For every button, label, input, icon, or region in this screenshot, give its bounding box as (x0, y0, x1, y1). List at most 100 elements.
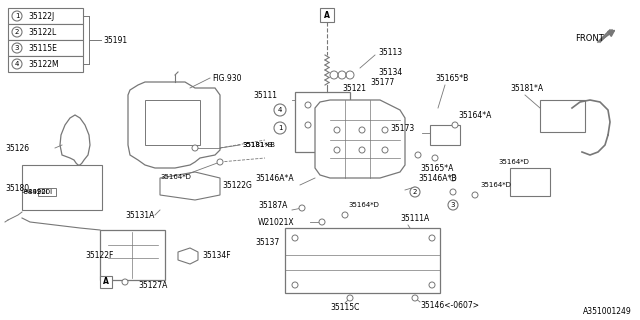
Circle shape (299, 205, 305, 211)
Text: 35180: 35180 (5, 183, 29, 193)
Circle shape (429, 235, 435, 241)
Circle shape (359, 147, 365, 153)
Circle shape (342, 212, 348, 218)
Circle shape (347, 295, 353, 301)
Text: 35181*A: 35181*A (510, 84, 543, 92)
Bar (22, 165, 102, 210)
Text: A: A (103, 277, 109, 286)
Circle shape (382, 147, 388, 153)
Text: 1: 1 (278, 125, 282, 131)
Text: 35122L: 35122L (28, 28, 56, 36)
Text: 35131A: 35131A (125, 211, 154, 220)
Text: 35134F: 35134F (202, 252, 230, 260)
Text: 3: 3 (451, 202, 455, 208)
Circle shape (432, 155, 438, 161)
Bar (145, 100, 200, 145)
Text: 35164*A: 35164*A (458, 110, 492, 119)
Circle shape (12, 11, 22, 21)
Text: 35115C: 35115C (330, 303, 360, 313)
Text: 4: 4 (15, 61, 19, 67)
Bar (295, 92, 350, 152)
Circle shape (274, 104, 286, 116)
Text: 35165*B: 35165*B (435, 74, 468, 83)
Text: 2: 2 (15, 29, 19, 35)
Text: 35111: 35111 (253, 91, 277, 100)
Text: 35146A*A: 35146A*A (255, 173, 294, 182)
Circle shape (334, 147, 340, 153)
Text: 35122J: 35122J (28, 12, 54, 20)
Text: 35126: 35126 (5, 143, 29, 153)
Text: 2: 2 (413, 189, 417, 195)
Bar (8, 24, 83, 40)
Text: 35111A: 35111A (400, 213, 429, 222)
Text: 35122M: 35122M (28, 60, 59, 68)
Text: 35164*D: 35164*D (498, 159, 529, 165)
Text: W21021X: W21021X (258, 218, 294, 227)
Text: 35177: 35177 (370, 77, 394, 86)
Text: 35164*D: 35164*D (348, 202, 379, 208)
Circle shape (472, 192, 478, 198)
Bar (510, 168, 550, 196)
Circle shape (292, 235, 298, 241)
Circle shape (274, 122, 286, 134)
Text: A: A (324, 11, 330, 20)
Circle shape (429, 282, 435, 288)
Text: FRONT: FRONT (575, 34, 604, 43)
Text: 35165*A: 35165*A (420, 164, 453, 172)
Circle shape (415, 152, 421, 158)
Circle shape (305, 122, 311, 128)
Bar (38, 188, 56, 196)
Text: 35146<-0607>: 35146<-0607> (420, 300, 479, 309)
Circle shape (122, 279, 128, 285)
Text: 35146A*B: 35146A*B (418, 173, 456, 182)
Text: A351001249: A351001249 (583, 308, 632, 316)
Text: 35181*B: 35181*B (242, 142, 273, 148)
Circle shape (382, 127, 388, 133)
Text: 35137: 35137 (255, 237, 279, 246)
Bar (285, 228, 440, 293)
Text: 35134: 35134 (378, 68, 403, 76)
Circle shape (448, 200, 458, 210)
Circle shape (410, 187, 420, 197)
Text: 35122G: 35122G (222, 180, 252, 189)
Text: 4: 4 (278, 107, 282, 113)
Text: 35187A: 35187A (258, 201, 287, 210)
Circle shape (412, 295, 418, 301)
Circle shape (217, 159, 223, 165)
Circle shape (452, 122, 458, 128)
Circle shape (450, 189, 456, 195)
Text: 35127A: 35127A (138, 281, 168, 290)
Circle shape (305, 102, 311, 108)
Text: 35181×B: 35181×B (242, 142, 275, 148)
Circle shape (12, 43, 22, 53)
Bar (8, 40, 83, 56)
Text: 1: 1 (15, 13, 19, 19)
Text: 35122F: 35122F (85, 251, 113, 260)
Circle shape (292, 282, 298, 288)
Bar (100, 276, 112, 288)
Circle shape (192, 145, 198, 151)
Text: −84920I: −84920I (22, 189, 52, 195)
Bar (8, 8, 83, 24)
Text: 35115E: 35115E (28, 44, 57, 52)
Bar (320, 8, 334, 22)
Polygon shape (315, 100, 405, 178)
Circle shape (319, 219, 325, 225)
Text: 35164*D: 35164*D (480, 182, 511, 188)
Bar (8, 56, 83, 72)
Text: 35164*D: 35164*D (160, 174, 191, 180)
Text: 35121: 35121 (342, 84, 366, 92)
Text: FIG.930: FIG.930 (212, 74, 241, 83)
Text: -84920I: -84920I (22, 189, 49, 195)
Circle shape (334, 127, 340, 133)
Text: 35191: 35191 (103, 36, 127, 44)
Bar (540, 100, 585, 132)
Bar (100, 230, 165, 280)
Text: 3: 3 (15, 45, 19, 51)
Circle shape (450, 175, 456, 181)
Text: 35113: 35113 (378, 47, 402, 57)
Circle shape (359, 127, 365, 133)
Circle shape (12, 59, 22, 69)
Circle shape (12, 27, 22, 37)
Text: 35173: 35173 (390, 124, 414, 132)
